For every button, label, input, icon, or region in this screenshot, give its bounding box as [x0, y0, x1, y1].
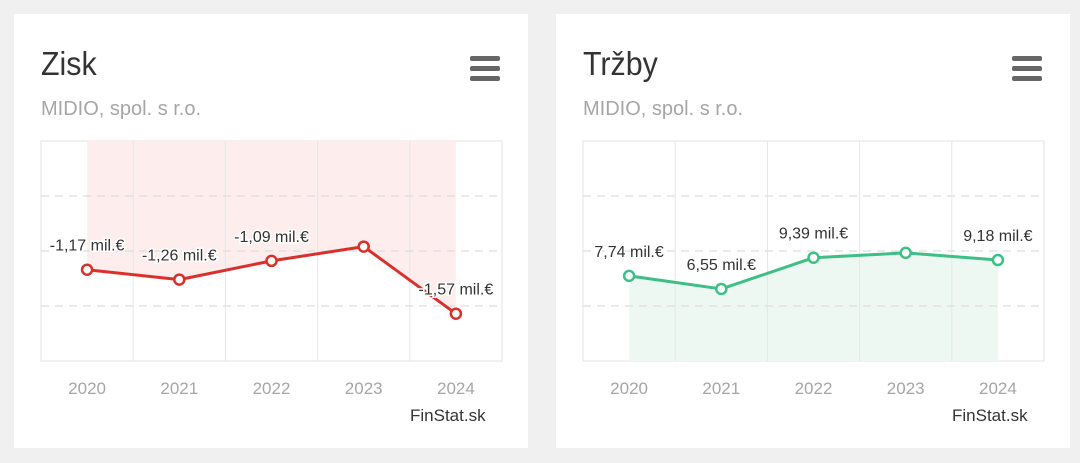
x-tick-label: 2021 [702, 379, 740, 398]
x-tick-label: 2023 [887, 379, 925, 398]
data-label: -1,26 mil.€ [142, 248, 217, 265]
data-label: 9,18 mil.€ [963, 228, 1032, 245]
x-tick-label: 2024 [437, 379, 475, 398]
finstat-credit-link[interactable]: FinStat.sk [410, 406, 486, 425]
data-point[interactable] [899, 246, 912, 260]
finstat-credit-link[interactable]: FinStat.sk [952, 406, 1028, 425]
data-label: 6,55 mil.€ [687, 257, 756, 274]
data-label: 7,74 mil.€ [594, 244, 663, 261]
profit-line-chart: -1,17 mil.€ -1,26 mil.€ -1,09 mil.€ -1,57 m… [40, 140, 503, 398]
data-point[interactable] [715, 282, 728, 296]
data-label: 9,39 mil.€ [779, 226, 848, 243]
x-tick-label: 2022 [253, 379, 291, 398]
revenue-line-chart: 7,74 mil.€ 6,55 mil.€ 9,39 mil.€ 9,18 mil.€… [582, 140, 1045, 398]
data-point[interactable] [265, 254, 278, 268]
data-point[interactable] [622, 269, 636, 283]
chart-subtitle: MIDIO, spol. s r.o. [41, 98, 202, 120]
hamburger-icon [470, 56, 500, 61]
data-point[interactable] [173, 273, 186, 286]
x-tick-label: 2021 [160, 379, 198, 398]
x-tick-label: 2024 [979, 379, 1017, 398]
hamburger-icon-bar [470, 66, 500, 71]
data-point[interactable] [991, 253, 1005, 267]
revenue-chart-card: Tržby MIDIO, spol. s r.o. 7,74 mil.€ 6,55… [556, 14, 1070, 448]
hamburger-icon [1012, 56, 1042, 61]
x-tick-label: 2022 [795, 379, 833, 398]
chart-title: Zisk [41, 45, 97, 82]
data-point[interactable] [80, 263, 94, 276]
data-label: -1,57 mil.€ [419, 282, 494, 299]
data-point[interactable] [357, 240, 370, 253]
hamburger-icon-bar [1012, 76, 1042, 81]
hamburger-icon-bar [470, 76, 500, 81]
x-tick-label: 2020 [610, 379, 648, 398]
data-point[interactable] [807, 251, 820, 264]
chart-title: Tržby [583, 45, 658, 82]
series-area [629, 252, 998, 361]
chart-menu-button[interactable] [1012, 56, 1042, 82]
profit-chart-card: Zisk MIDIO, spol. s r.o. -1,17 mil.€ -1,2… [14, 14, 528, 448]
data-label: -1,09 mil.€ [234, 229, 309, 246]
data-point[interactable] [449, 307, 463, 320]
chart-subtitle: MIDIO, spol. s r.o. [583, 98, 744, 120]
chart-menu-button[interactable] [470, 56, 500, 82]
series-area [87, 141, 456, 314]
hamburger-icon-bar [1012, 66, 1042, 71]
x-tick-label: 2023 [345, 379, 383, 398]
data-label: -1,17 mil.€ [50, 238, 125, 255]
x-tick-label: 2020 [68, 379, 106, 398]
